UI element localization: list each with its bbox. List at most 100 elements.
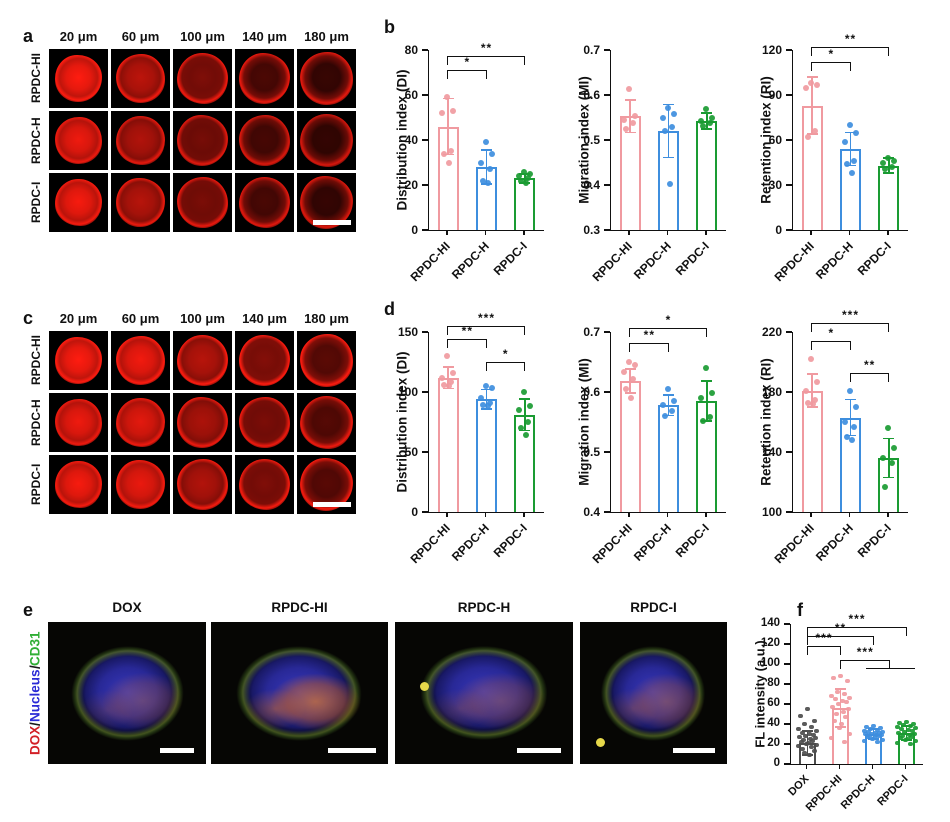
data-point xyxy=(909,734,914,740)
error-bar-cap xyxy=(802,730,813,732)
data-point xyxy=(896,730,901,736)
x-tick-mark xyxy=(523,230,525,235)
data-point xyxy=(450,369,457,376)
data-point xyxy=(879,455,886,461)
y-tick-mark xyxy=(422,49,428,51)
data-point xyxy=(798,713,803,719)
error-bar-cap xyxy=(624,99,636,101)
panel-letter-f: f xyxy=(797,600,803,620)
row-label: RPDC-HI xyxy=(29,335,43,386)
data-point xyxy=(841,709,846,715)
panel-letter-d: d xyxy=(384,299,395,319)
y-tick-label: 80 xyxy=(767,677,780,689)
error-bar-cap xyxy=(845,131,856,134)
sig-bracket-tick xyxy=(447,339,449,349)
spheroid xyxy=(238,458,291,511)
data-point xyxy=(482,383,489,389)
y-tick-label: 30 xyxy=(768,178,782,192)
micrograph-cell xyxy=(173,173,232,232)
data-point xyxy=(623,125,630,132)
data-point xyxy=(901,722,906,728)
sig-label: *** xyxy=(856,645,874,659)
y-tick-mark xyxy=(786,49,792,51)
data-point xyxy=(810,738,815,744)
data-point xyxy=(842,739,847,745)
x-tick-mark xyxy=(810,230,812,235)
y-tick-mark xyxy=(422,184,428,186)
sig-bracket xyxy=(812,62,851,63)
micrograph-cell xyxy=(235,173,294,232)
spheroid xyxy=(116,116,165,165)
data-point xyxy=(847,731,852,737)
y-tick-mark xyxy=(784,663,790,665)
y-tick-mark xyxy=(786,139,792,141)
data-point xyxy=(913,738,918,744)
data-point xyxy=(866,729,871,735)
sig-bracket xyxy=(807,646,841,647)
legend-segment: Nucleus xyxy=(27,669,43,722)
data-point xyxy=(517,177,524,184)
spheroid xyxy=(55,117,102,164)
data-point xyxy=(804,741,809,747)
spheroid xyxy=(55,179,102,226)
data-point xyxy=(814,742,819,748)
error-bar-cap xyxy=(845,434,856,437)
sig-label: * xyxy=(828,47,835,61)
y-tick-mark xyxy=(604,331,610,333)
data-point xyxy=(664,104,671,111)
data-point xyxy=(839,721,844,727)
y-tick-label: 40 xyxy=(404,133,418,147)
y-tick-label: 0.7 xyxy=(583,325,600,339)
y-tick-mark xyxy=(786,391,792,393)
data-point xyxy=(850,158,857,164)
x-tick-mark xyxy=(705,512,707,517)
data-point xyxy=(628,395,635,401)
y-tick-label: 100 xyxy=(761,505,782,519)
sig-bracket xyxy=(807,636,874,637)
data-point xyxy=(661,413,668,419)
sig-bracket-tick xyxy=(849,341,851,350)
y-tick-mark xyxy=(786,184,792,186)
data-point xyxy=(862,728,867,734)
data-point xyxy=(524,419,531,425)
y-tick-label: 120 xyxy=(760,637,780,649)
panel-b-chart-distribution-index: * ** Distribution index (DI) 0 20 40 60 80 RPDC-… xyxy=(370,16,562,298)
spheroid xyxy=(299,333,354,388)
data-point xyxy=(888,459,895,466)
data-point xyxy=(845,678,850,684)
data-point xyxy=(524,175,531,182)
tissue-image xyxy=(211,622,388,764)
sig-bracket-tick xyxy=(485,362,487,371)
error-bar xyxy=(849,399,852,436)
data-point xyxy=(623,386,630,392)
y-tick-mark xyxy=(422,451,428,453)
micrograph-cell xyxy=(297,49,356,108)
error-bar-cap xyxy=(442,366,454,368)
error-bar-cap xyxy=(883,437,895,440)
data-point xyxy=(846,122,853,128)
sig-bracket xyxy=(448,326,525,327)
micrograph-cell xyxy=(235,455,294,514)
y-tick-label: 40 xyxy=(767,717,780,729)
data-point xyxy=(812,718,817,724)
data-point xyxy=(841,138,848,145)
data-point xyxy=(895,724,900,730)
error-bar-cap xyxy=(835,688,846,690)
micrograph-cell xyxy=(49,455,108,514)
data-point xyxy=(450,107,457,114)
error-bar-cap xyxy=(442,153,454,156)
sig-bracket xyxy=(630,328,707,330)
micrograph-cell xyxy=(111,111,170,170)
row-label: RPDC-H xyxy=(29,399,43,446)
micrograph-cell xyxy=(111,393,170,452)
data-point xyxy=(796,743,801,749)
depth-header: 100 μm xyxy=(180,310,225,326)
data-point xyxy=(837,725,842,731)
data-point xyxy=(706,414,713,421)
micrograph-cell xyxy=(173,49,232,108)
data-point xyxy=(848,437,855,443)
spheroid xyxy=(55,461,102,508)
x-tick-mark xyxy=(810,512,812,517)
data-point xyxy=(515,173,522,179)
